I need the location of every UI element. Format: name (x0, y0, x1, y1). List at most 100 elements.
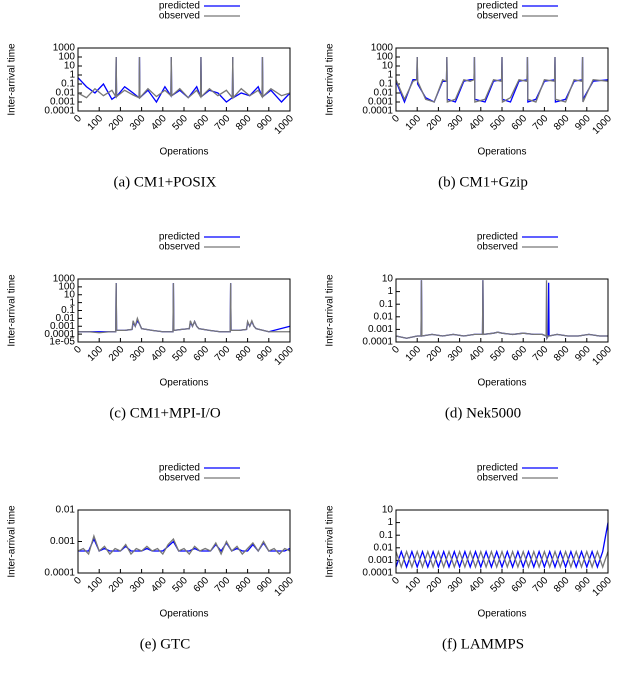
y-axis-label: Inter-arrival time (7, 505, 18, 578)
legend-label: observed (159, 242, 200, 253)
caption: (f) LAMMPS (442, 636, 524, 652)
y-tick-label: 1000 (53, 274, 76, 285)
legend-label: predicted (477, 232, 518, 243)
x-tick-label: 800 (552, 113, 572, 133)
x-tick-label: 1000 (272, 575, 296, 599)
legend-label: predicted (159, 232, 200, 243)
y-tick-label: 100 (376, 52, 393, 63)
y-tick-label: 0.1 (379, 79, 393, 90)
y-tick-label: 100 (58, 282, 75, 293)
legend-label: observed (477, 242, 518, 253)
legend-label: predicted (477, 463, 518, 474)
x-tick-label: 700 (213, 113, 233, 133)
series-line (395, 280, 608, 341)
x-tick-label: 500 (488, 575, 508, 595)
y-tick-label: 10 (382, 505, 394, 516)
x-tick-label: 300 (128, 344, 148, 364)
series-line (395, 549, 609, 569)
legend-label: observed (477, 11, 518, 22)
y-tick-label: 10 (382, 61, 394, 72)
y-tick-label: 10 (64, 289, 76, 300)
y-tick-label: 1 (387, 517, 393, 528)
y-tick-label: 0.01 (56, 313, 76, 324)
x-tick-label: 1000 (272, 113, 296, 137)
y-axis-label: Inter-arrival time (325, 43, 336, 116)
x-tick-label: 0 (390, 113, 402, 125)
x-tick-label: 500 (488, 344, 508, 364)
y-tick-label: 0.1 (379, 299, 393, 310)
x-axis-label: Operations (478, 378, 527, 389)
y-tick-label: 0.001 (368, 555, 393, 566)
x-tick-label: 1000 (590, 344, 614, 368)
series-line (395, 56, 609, 104)
x-tick-label: 600 (192, 575, 212, 595)
x-tick-label: 400 (149, 344, 169, 364)
series-line (395, 522, 609, 569)
x-tick-label: 400 (467, 113, 487, 133)
x-tick-label: 300 (446, 113, 466, 133)
y-tick-label: 0.0001 (44, 329, 75, 340)
caption: (d) Nek5000 (445, 405, 521, 421)
y-tick-label: 100 (58, 52, 75, 63)
x-tick-label: 500 (170, 113, 190, 133)
caption: (c) CM1+MPI-I/O (109, 405, 221, 421)
plot-frame (395, 509, 609, 574)
x-tick-label: 1000 (590, 575, 614, 599)
x-tick-label: 200 (107, 575, 127, 595)
x-tick-label: 600 (192, 113, 212, 133)
y-tick-label: 0.001 (50, 536, 75, 547)
x-tick-label: 0 (72, 575, 84, 587)
caption: (e) GTC (140, 636, 190, 652)
x-tick-label: 800 (552, 575, 572, 595)
x-tick-label: 400 (467, 344, 487, 364)
y-tick-label: 0.1 (61, 305, 75, 316)
y-tick-label: 0.01 (56, 88, 76, 99)
x-tick-label: 300 (128, 575, 148, 595)
x-tick-label: 700 (531, 344, 551, 364)
legend-label: predicted (159, 1, 200, 12)
y-axis-label: Inter-arrival time (325, 505, 336, 578)
x-axis-label: Operations (478, 609, 527, 620)
x-tick-label: 200 (425, 575, 445, 595)
x-tick-label: 100 (86, 113, 106, 133)
x-tick-label: 300 (446, 344, 466, 364)
x-tick-label: 100 (86, 575, 106, 595)
x-tick-label: 0 (390, 575, 402, 587)
y-tick-label: 1 (387, 286, 393, 297)
x-axis-label: Operations (160, 609, 209, 620)
series-line (78, 283, 290, 334)
y-tick-label: 0.01 (374, 311, 394, 322)
x-tick-label: 100 (404, 113, 424, 133)
x-tick-label: 700 (531, 113, 551, 133)
x-tick-label: 600 (510, 113, 530, 133)
y-tick-label: 0.001 (368, 324, 393, 335)
y-tick-label: 0.001 (368, 97, 393, 108)
x-tick-label: 400 (149, 113, 169, 133)
y-axis-label: Inter-arrival time (325, 274, 336, 347)
caption: (a) CM1+POSIX (113, 174, 216, 190)
plot-frame (395, 47, 609, 112)
y-tick-label: 0.0001 (44, 568, 75, 579)
legend-label: predicted (159, 463, 200, 474)
legend-label: predicted (477, 1, 518, 12)
plot-frame (77, 278, 291, 343)
x-tick-label: 1000 (272, 344, 296, 368)
series-line (77, 533, 291, 556)
x-tick-label: 800 (234, 575, 254, 595)
series-line (395, 280, 608, 341)
x-tick-label: 0 (72, 113, 84, 125)
series-line (77, 56, 291, 104)
y-tick-label: 1 (69, 297, 75, 308)
plot-frame (77, 509, 291, 574)
x-tick-label: 700 (531, 575, 551, 595)
x-tick-label: 700 (213, 575, 233, 595)
y-tick-label: 1e-05 (49, 337, 75, 348)
x-tick-label: 800 (552, 344, 572, 364)
y-tick-label: 10 (382, 274, 394, 285)
series-line (78, 283, 291, 333)
legend-label: observed (477, 473, 518, 484)
plot-frame (77, 47, 291, 112)
x-tick-label: 0 (72, 344, 84, 356)
x-tick-label: 400 (149, 575, 169, 595)
